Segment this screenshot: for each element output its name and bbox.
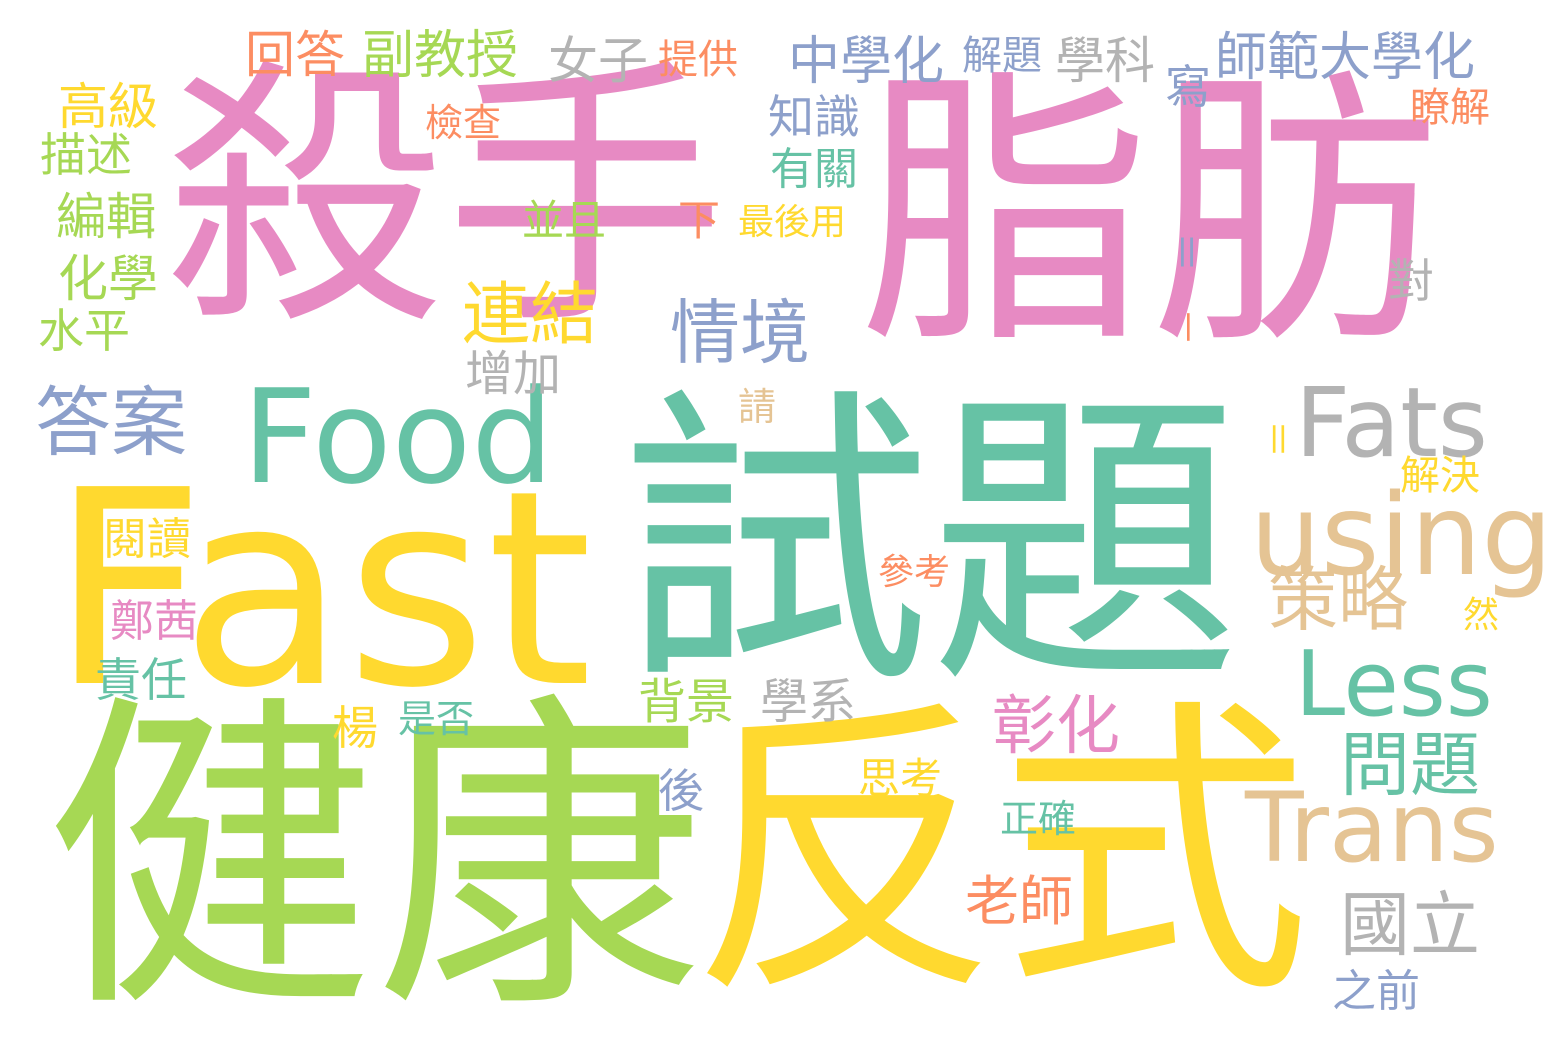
word: 連結 — [462, 276, 599, 355]
word: ＝ — [1162, 232, 1208, 272]
word: 思考 — [858, 754, 943, 803]
word: 後 — [658, 764, 704, 818]
word: 正確 — [1000, 797, 1077, 841]
word: 策略 — [1268, 559, 1408, 641]
word: using — [1250, 471, 1548, 601]
word: 水平 — [38, 304, 130, 358]
word: 檢查 — [425, 101, 502, 145]
word: 女子 — [548, 32, 648, 90]
word: 解題 — [962, 33, 1042, 79]
word: 描述 — [40, 128, 132, 182]
word: 知識 — [768, 90, 860, 144]
word: ＝ — [1255, 420, 1299, 459]
word: Food — [242, 361, 554, 513]
word: 請 — [738, 385, 777, 429]
word: 高級 — [58, 78, 158, 136]
word: 問題 — [1340, 724, 1480, 806]
word: 回答 — [245, 26, 345, 84]
word: 提供 — [658, 37, 738, 83]
word: 老師 — [965, 870, 1073, 933]
word: 學科 — [1055, 32, 1155, 90]
word: 背景 — [638, 674, 735, 730]
word: 學系 — [760, 674, 857, 730]
word: 師範大學化 — [1215, 28, 1476, 88]
word: Less — [1295, 632, 1493, 737]
word: 鄭茜 — [110, 596, 198, 647]
word: 之前 — [1332, 966, 1420, 1017]
word: － — [1165, 308, 1209, 347]
word: 彰化 — [992, 690, 1120, 764]
word: Fast — [50, 432, 593, 747]
word: 情境 — [670, 292, 810, 374]
word: 增加 — [465, 346, 562, 402]
word: 然 — [1463, 595, 1500, 636]
word: 國立 — [1340, 884, 1480, 966]
word: 下 — [678, 196, 721, 245]
word: 副教授 — [362, 26, 519, 86]
word: 中學化 — [788, 32, 945, 92]
word: 反式 — [690, 674, 1310, 1035]
word: 對 — [1388, 254, 1434, 308]
word: 解決 — [1400, 453, 1480, 499]
word: Trans — [1245, 772, 1499, 884]
word: 試題 — [620, 364, 1240, 725]
word: 脂肪 — [860, 46, 1440, 383]
word: 編輯 — [56, 188, 156, 246]
word: 瞭解 — [1410, 85, 1490, 131]
word: 責任 — [95, 653, 187, 707]
word: 並且 — [522, 196, 607, 245]
word: 殺手 — [165, 37, 725, 363]
word: 閱讀 — [103, 514, 191, 565]
word: Fats — [1295, 367, 1488, 479]
word: 答案 — [35, 378, 187, 467]
word: 最後用 — [738, 202, 847, 243]
word: 楊 — [332, 701, 378, 755]
word: 健康 — [45, 668, 705, 1052]
word: 參考 — [878, 552, 951, 593]
word: 是否 — [398, 697, 475, 741]
word: 寫 — [1165, 60, 1211, 114]
word: 有關 — [770, 144, 858, 195]
word: 化學 — [58, 250, 158, 308]
